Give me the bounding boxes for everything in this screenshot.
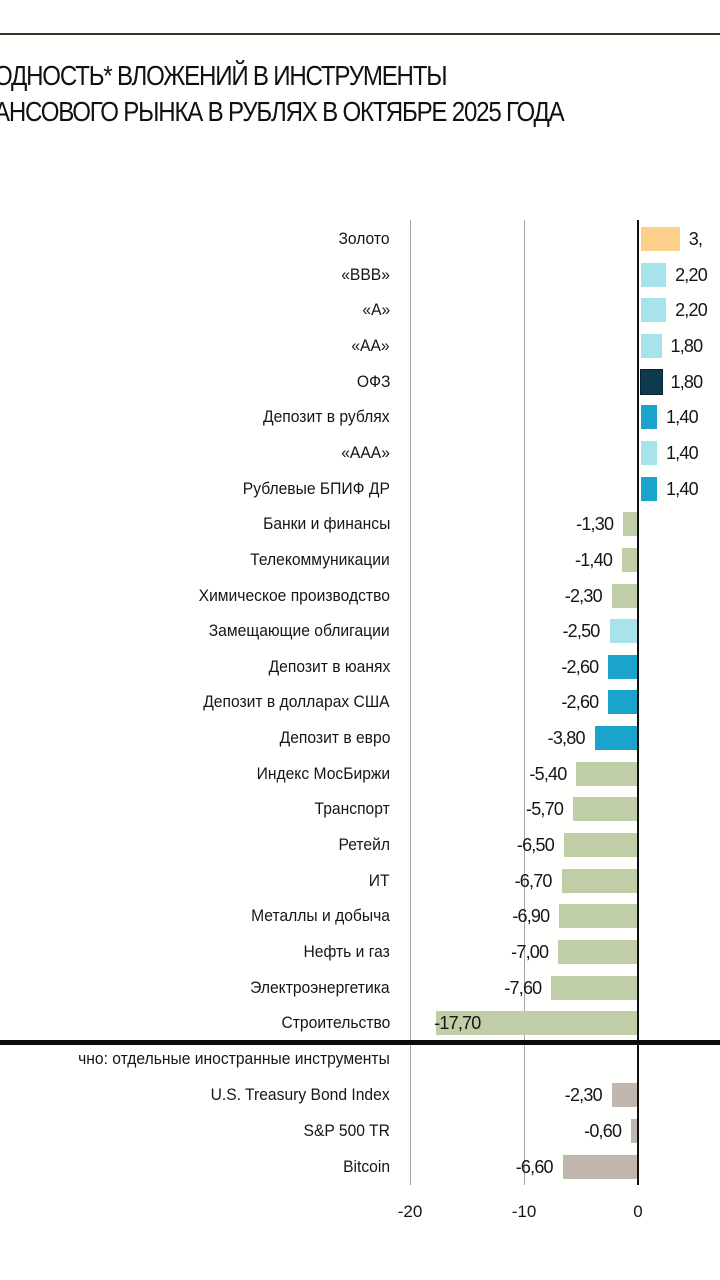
category-label: Ретейл [338, 835, 390, 855]
category-label: Химическое производство [198, 585, 390, 605]
bar [641, 298, 667, 323]
value-label: -2,60 [561, 692, 599, 713]
x-axis-tick-label: -10 [511, 1202, 537, 1221]
bar [551, 975, 637, 1000]
bar [641, 440, 657, 465]
category-label: Металлы и добыча [251, 906, 390, 926]
bar [563, 833, 637, 858]
value-label: -2,60 [561, 656, 599, 677]
value-label: -1,30 [576, 514, 614, 535]
bar [623, 512, 637, 537]
foreign-section-header: чно: отдельные иностранные инструменты [78, 1049, 390, 1068]
top-rule [0, 33, 720, 35]
value-label: -1,40 [575, 549, 613, 570]
category-label: S&P 500 TR [303, 1121, 390, 1140]
category-label: «BBB» [341, 264, 390, 284]
category-label: Строительство [281, 1013, 390, 1033]
bar [641, 333, 662, 358]
bar [640, 368, 663, 395]
category-label: Депозит в евро [279, 728, 390, 748]
bar [631, 1119, 637, 1143]
x-axis-tick-label: 0 [633, 1202, 643, 1221]
bar [611, 1083, 637, 1107]
bar [641, 405, 657, 430]
gridline [409, 220, 411, 1185]
category-label: Нефть и газ [303, 942, 390, 961]
value-label: -2,30 [564, 1085, 603, 1105]
bar [609, 619, 637, 644]
value-label: -0,60 [584, 1121, 622, 1141]
value-label: -2,50 [562, 621, 600, 642]
value-label: 3, [688, 229, 703, 249]
category-label: «AA» [351, 335, 390, 355]
value-label: 1,80 [670, 371, 704, 392]
gridline [523, 220, 525, 1185]
bar [558, 940, 637, 964]
value-label: 2,20 [675, 264, 708, 285]
category-label: Рублевые БПИФ ДР [242, 478, 390, 498]
bar [573, 797, 637, 822]
bar [559, 904, 637, 929]
category-label: Телекоммуникации [250, 549, 390, 569]
category-label: Золото [338, 229, 390, 248]
category-label: ИТ [369, 870, 390, 890]
bar [576, 761, 637, 786]
value-label: 1,40 [665, 478, 699, 499]
category-label: «A» [362, 300, 390, 320]
category-label: Bitcoin [343, 1157, 390, 1176]
value-label: -17,70 [434, 1013, 481, 1034]
value-label: 2,20 [675, 300, 708, 321]
chart-title: ОДНОСТЬ* ВЛОЖЕНИЙ В ИНСТРУМЕНТЫ АНСОВОГО… [0, 58, 648, 130]
value-label: -2,30 [564, 585, 603, 606]
section-separator [0, 1040, 720, 1045]
bar [562, 1155, 637, 1179]
category-label: Депозит в долларах США [203, 692, 390, 712]
category-label: Замещающие облигации [209, 621, 390, 641]
category-label: Депозит в рублях [263, 407, 390, 427]
bar [641, 262, 667, 287]
category-label: U.S. Treasury Bond Index [210, 1085, 390, 1104]
bar [608, 690, 637, 715]
zero-axis [637, 220, 639, 1185]
value-label: -6,50 [516, 835, 555, 856]
bar [594, 726, 637, 751]
value-label: 1,80 [670, 335, 704, 356]
category-label: Электроэнергетика [250, 977, 390, 997]
bar [436, 1011, 637, 1036]
category-label: Индекс МосБиржи [256, 763, 390, 783]
value-label: -7,60 [504, 977, 542, 998]
category-label: Депозит в юанях [268, 656, 390, 676]
bar [608, 654, 637, 679]
bar [622, 547, 637, 572]
value-label: 1,40 [665, 407, 699, 428]
chart-title-line-1: ОДНОСТЬ* ВЛОЖЕНИЙ В ИНСТРУМЕНТЫ [0, 60, 448, 91]
value-label: 1,40 [665, 442, 699, 463]
value-label: -6,70 [514, 870, 553, 891]
value-label: -6,90 [512, 906, 550, 927]
category-label: Транспорт [314, 799, 390, 819]
value-label: -7,00 [511, 942, 549, 962]
category-label: «AAA» [341, 442, 390, 462]
value-label: -5,70 [526, 799, 564, 820]
bar [561, 868, 637, 893]
bar [611, 583, 637, 608]
value-label: -6,60 [515, 1157, 554, 1177]
bar [641, 476, 657, 501]
value-label: -5,40 [529, 763, 567, 784]
x-axis-tick-label: -20 [397, 1202, 423, 1221]
category-label: ОФЗ [356, 371, 390, 391]
category-label: Банки и финансы [262, 514, 390, 534]
value-label: -3,80 [547, 728, 586, 749]
bar [641, 227, 680, 251]
chart-title-line-2: АНСОВОГО РЫНКА В РУБЛЯХ В ОКТЯБРЕ 2025 Г… [0, 96, 565, 127]
